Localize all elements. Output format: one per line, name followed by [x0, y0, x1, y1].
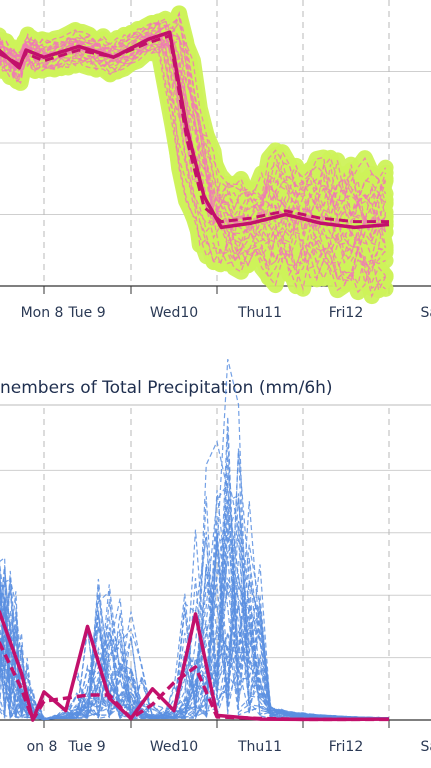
precip-tick-label: Fri12: [329, 739, 364, 755]
precip-tick-labels: on 8 Tue 9 Wed10 Thu11 Fri12 Sat: [27, 739, 431, 755]
precip-title: nembers of Total Precipitation (mm/6h): [0, 378, 333, 398]
plume-member-line: [0, 43, 387, 294]
plume-mean-line: [0, 30, 390, 230]
plume-tick-label: Thu11: [237, 305, 282, 321]
plume-member-line: [0, 29, 387, 255]
plume-member-line: [0, 45, 386, 299]
precip-tick-label: Thu11: [237, 739, 282, 755]
precip-tick-label: Sat: [421, 739, 431, 755]
precip-tick-label: Tue 9: [67, 739, 105, 755]
plume-member-line: [0, 32, 387, 254]
precip-main: [0, 610, 390, 722]
plume-member-line: [0, 45, 386, 292]
precip-member-line: [0, 474, 390, 721]
precip-member-line: [0, 439, 390, 721]
plume-member-line: [0, 25, 387, 241]
plume-tick-label: Sat: [421, 305, 431, 321]
plume-member-line: [0, 43, 387, 286]
precip-member-line: [0, 432, 390, 721]
precip-control-line: [0, 641, 389, 722]
plume-tick-label: Fri12: [329, 305, 364, 321]
plume-main: [0, 30, 390, 230]
precip-ticks: [43, 720, 390, 728]
plume-member-line: [0, 22, 387, 204]
precip-tick-label: Wed10: [150, 739, 198, 755]
precip-tick-label: on 8: [27, 739, 58, 755]
plume-member-line: [0, 35, 386, 280]
plume-tick-label: Wed10: [150, 305, 198, 321]
plume-member-line: [0, 19, 387, 211]
plume-tick-label: Mon 8: [21, 305, 64, 321]
plume-tick-label: Tue 9: [67, 305, 105, 321]
plume-member-line: [0, 37, 387, 264]
precip-chart: nembers of Total Precipitation (mm/6h) o…: [0, 359, 431, 755]
